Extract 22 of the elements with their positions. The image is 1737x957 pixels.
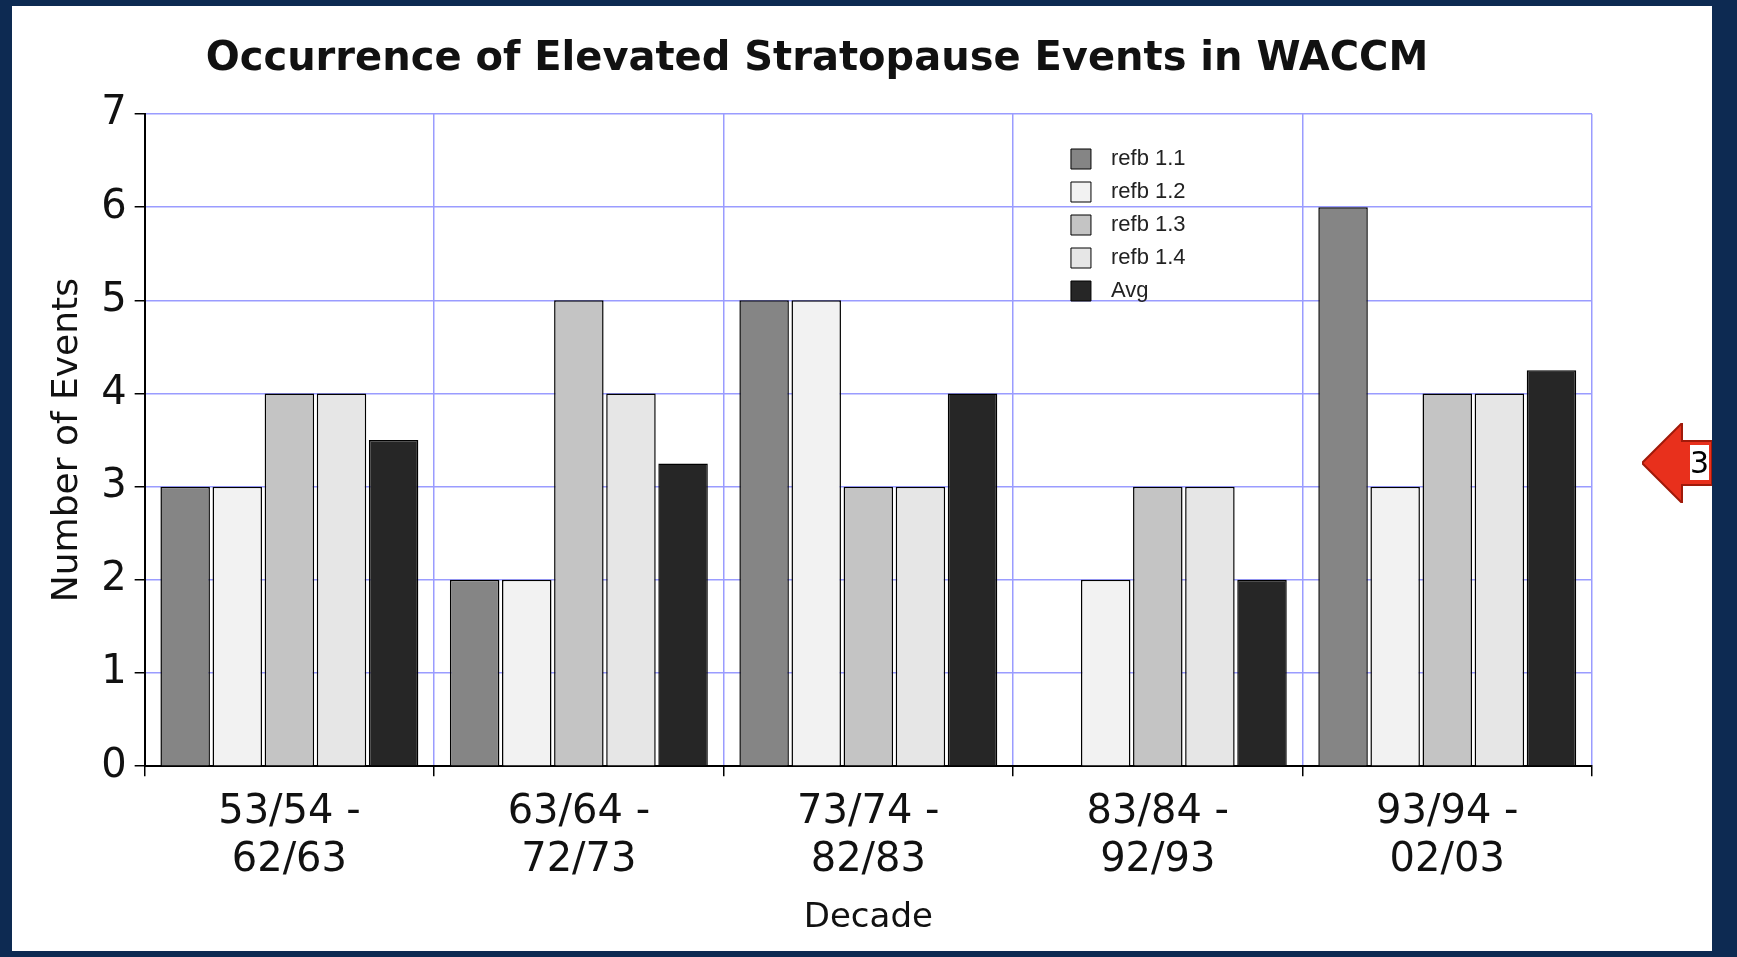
- x-axis-title: Decade: [803, 895, 933, 936]
- legend-label: refb 1.1: [1110, 145, 1186, 171]
- y-tick-label: 1: [101, 646, 127, 693]
- legend-label: refb 1.3: [1110, 211, 1186, 237]
- y-tick-label: 2: [101, 553, 127, 600]
- y-axis-title: Number of Events: [43, 278, 85, 603]
- y-tick-label: 7: [101, 87, 127, 134]
- y-tick-label: 5: [101, 273, 127, 320]
- text: 3: [1690, 445, 1710, 480]
- x-tick-label: 63/64 - 72/73: [507, 785, 651, 880]
- legend-label: refb 1.4: [1110, 244, 1186, 270]
- y-tick-label: 0: [101, 739, 127, 786]
- legend-label: Avg: [1110, 277, 1149, 303]
- x-tick-label: 93/94 - 02/03: [1376, 785, 1519, 880]
- y-tick-label: 4: [101, 366, 127, 413]
- y-tick-label: 6: [101, 180, 127, 227]
- x-tick-label: 53/54 - 62/63: [218, 785, 361, 880]
- x-tick-label: 73/74 - 82/83: [797, 785, 940, 880]
- x-tick-label: 83/84 - 92/93: [1086, 785, 1230, 880]
- legend-label: refb 1.2: [1110, 178, 1186, 204]
- chart-title: Occurrence of Elevated Stratopause Events in WACCM: [205, 33, 1429, 80]
- y-tick-label: 3: [101, 460, 127, 507]
